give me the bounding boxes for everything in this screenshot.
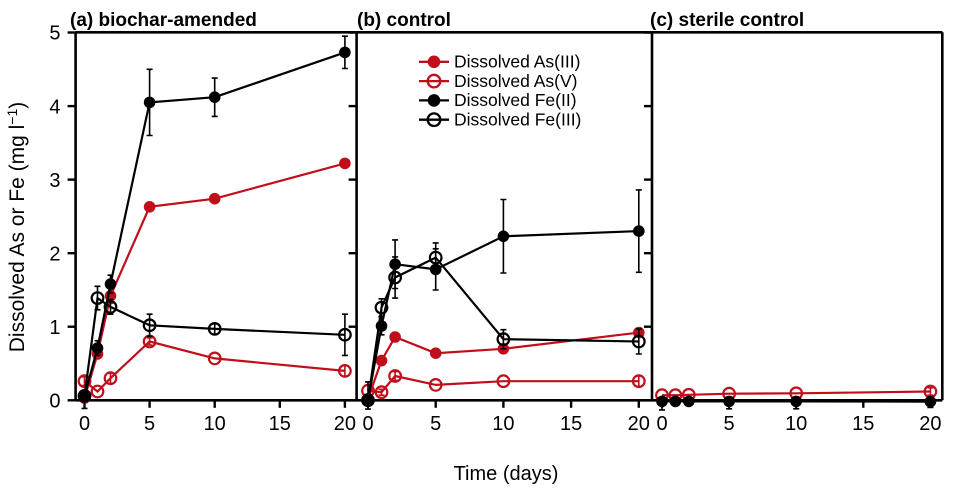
svg-text:15: 15: [269, 413, 291, 435]
svg-text:Dissolved As or Fe (mg l−1): Dissolved As or Fe (mg l−1): [4, 102, 29, 353]
svg-text:Dissolved Fe(II): Dissolved Fe(II): [454, 90, 577, 110]
svg-text:5: 5: [724, 413, 735, 435]
svg-text:0: 0: [656, 413, 667, 435]
svg-text:0: 0: [362, 413, 373, 435]
svg-text:1: 1: [49, 317, 60, 339]
svg-text:10: 10: [492, 413, 514, 435]
svg-text:(b) control: (b) control: [357, 10, 451, 31]
svg-text:0: 0: [79, 413, 90, 435]
svg-text:10: 10: [204, 413, 226, 435]
svg-text:(c) sterile control: (c) sterile control: [650, 10, 804, 31]
svg-text:10: 10: [785, 413, 807, 435]
svg-text:15: 15: [852, 413, 874, 435]
svg-text:5: 5: [49, 23, 60, 45]
svg-text:Dissolved As(V): Dissolved As(V): [454, 71, 578, 91]
svg-text:Time (days): Time (days): [454, 463, 559, 485]
svg-text:2: 2: [49, 243, 60, 265]
svg-text:0: 0: [49, 391, 60, 413]
svg-text:(a) biochar-amended: (a) biochar-amended: [70, 10, 257, 31]
svg-text:5: 5: [430, 413, 441, 435]
svg-text:5: 5: [144, 413, 155, 435]
svg-text:20: 20: [919, 413, 941, 435]
svg-text:20: 20: [628, 413, 650, 435]
svg-text:4: 4: [49, 96, 60, 118]
svg-text:3: 3: [49, 170, 60, 192]
svg-text:15: 15: [560, 413, 582, 435]
svg-text:20: 20: [334, 413, 356, 435]
svg-text:Dissolved Fe(III): Dissolved Fe(III): [454, 109, 581, 129]
svg-text:Dissolved As(III): Dissolved As(III): [454, 52, 580, 72]
